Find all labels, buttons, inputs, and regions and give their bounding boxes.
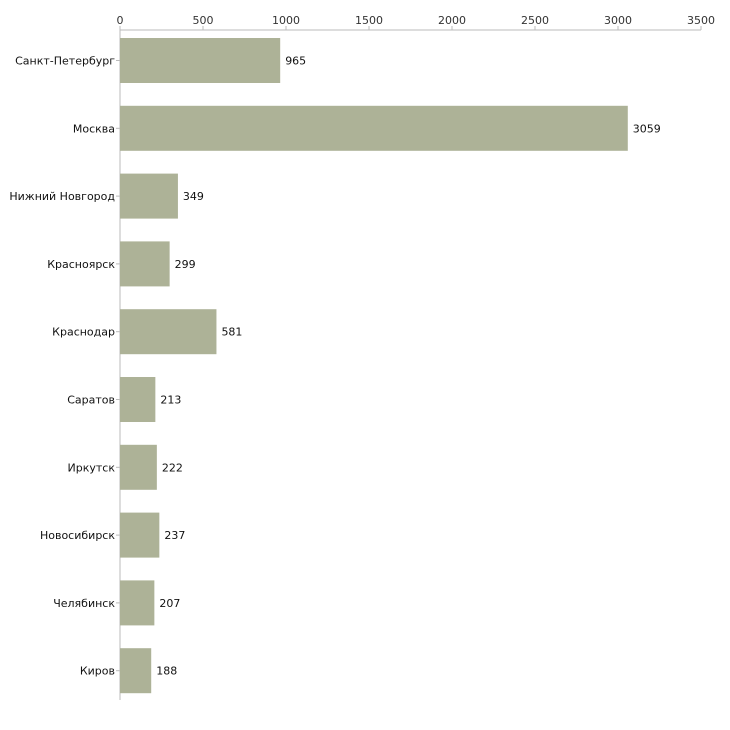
bar xyxy=(120,105,628,151)
bar xyxy=(120,377,156,422)
bar xyxy=(120,512,160,558)
category-label: Саратов xyxy=(67,394,115,407)
category-label: Москва xyxy=(73,122,115,135)
bar xyxy=(120,173,178,219)
x-tick-label: 0 xyxy=(117,14,124,27)
value-label: 299 xyxy=(175,258,196,271)
category-label: Челябинск xyxy=(53,597,115,610)
value-label: 213 xyxy=(160,394,181,407)
bar xyxy=(120,241,170,287)
x-tick-label: 1500 xyxy=(355,14,383,27)
bars-layer xyxy=(120,38,628,694)
category-label: Иркутск xyxy=(68,461,116,474)
category-label: Красноярск xyxy=(47,258,115,271)
bar xyxy=(120,648,152,694)
x-tick-label: 2500 xyxy=(521,14,549,27)
labels-layer: Санкт-Петербург 965 Москва 3059 Нижний Новго… xyxy=(9,55,660,678)
value-label: 349 xyxy=(183,190,204,203)
value-label: 222 xyxy=(162,461,183,474)
value-label: 207 xyxy=(159,597,180,610)
bar xyxy=(120,38,281,83)
value-label: 3059 xyxy=(633,122,661,135)
value-label: 237 xyxy=(164,529,185,542)
value-label: 581 xyxy=(221,326,242,339)
category-label: Новосибирск xyxy=(40,529,115,542)
category-label: Краснодар xyxy=(52,326,115,339)
x-tick-label: 2000 xyxy=(438,14,466,27)
category-label: Киров xyxy=(80,665,115,678)
x-tick-label: 1000 xyxy=(272,14,300,27)
x-tick-label: 500 xyxy=(193,14,214,27)
bar xyxy=(120,444,157,490)
category-label: Санкт-Петербург xyxy=(15,55,115,68)
x-tick-label: 3000 xyxy=(604,14,632,27)
x-tick-label: 3500 xyxy=(687,14,715,27)
value-label: 965 xyxy=(285,55,306,68)
bar xyxy=(120,309,217,355)
value-label: 188 xyxy=(156,665,177,678)
category-label: Нижний Новгород xyxy=(9,190,115,203)
bar xyxy=(120,580,155,626)
